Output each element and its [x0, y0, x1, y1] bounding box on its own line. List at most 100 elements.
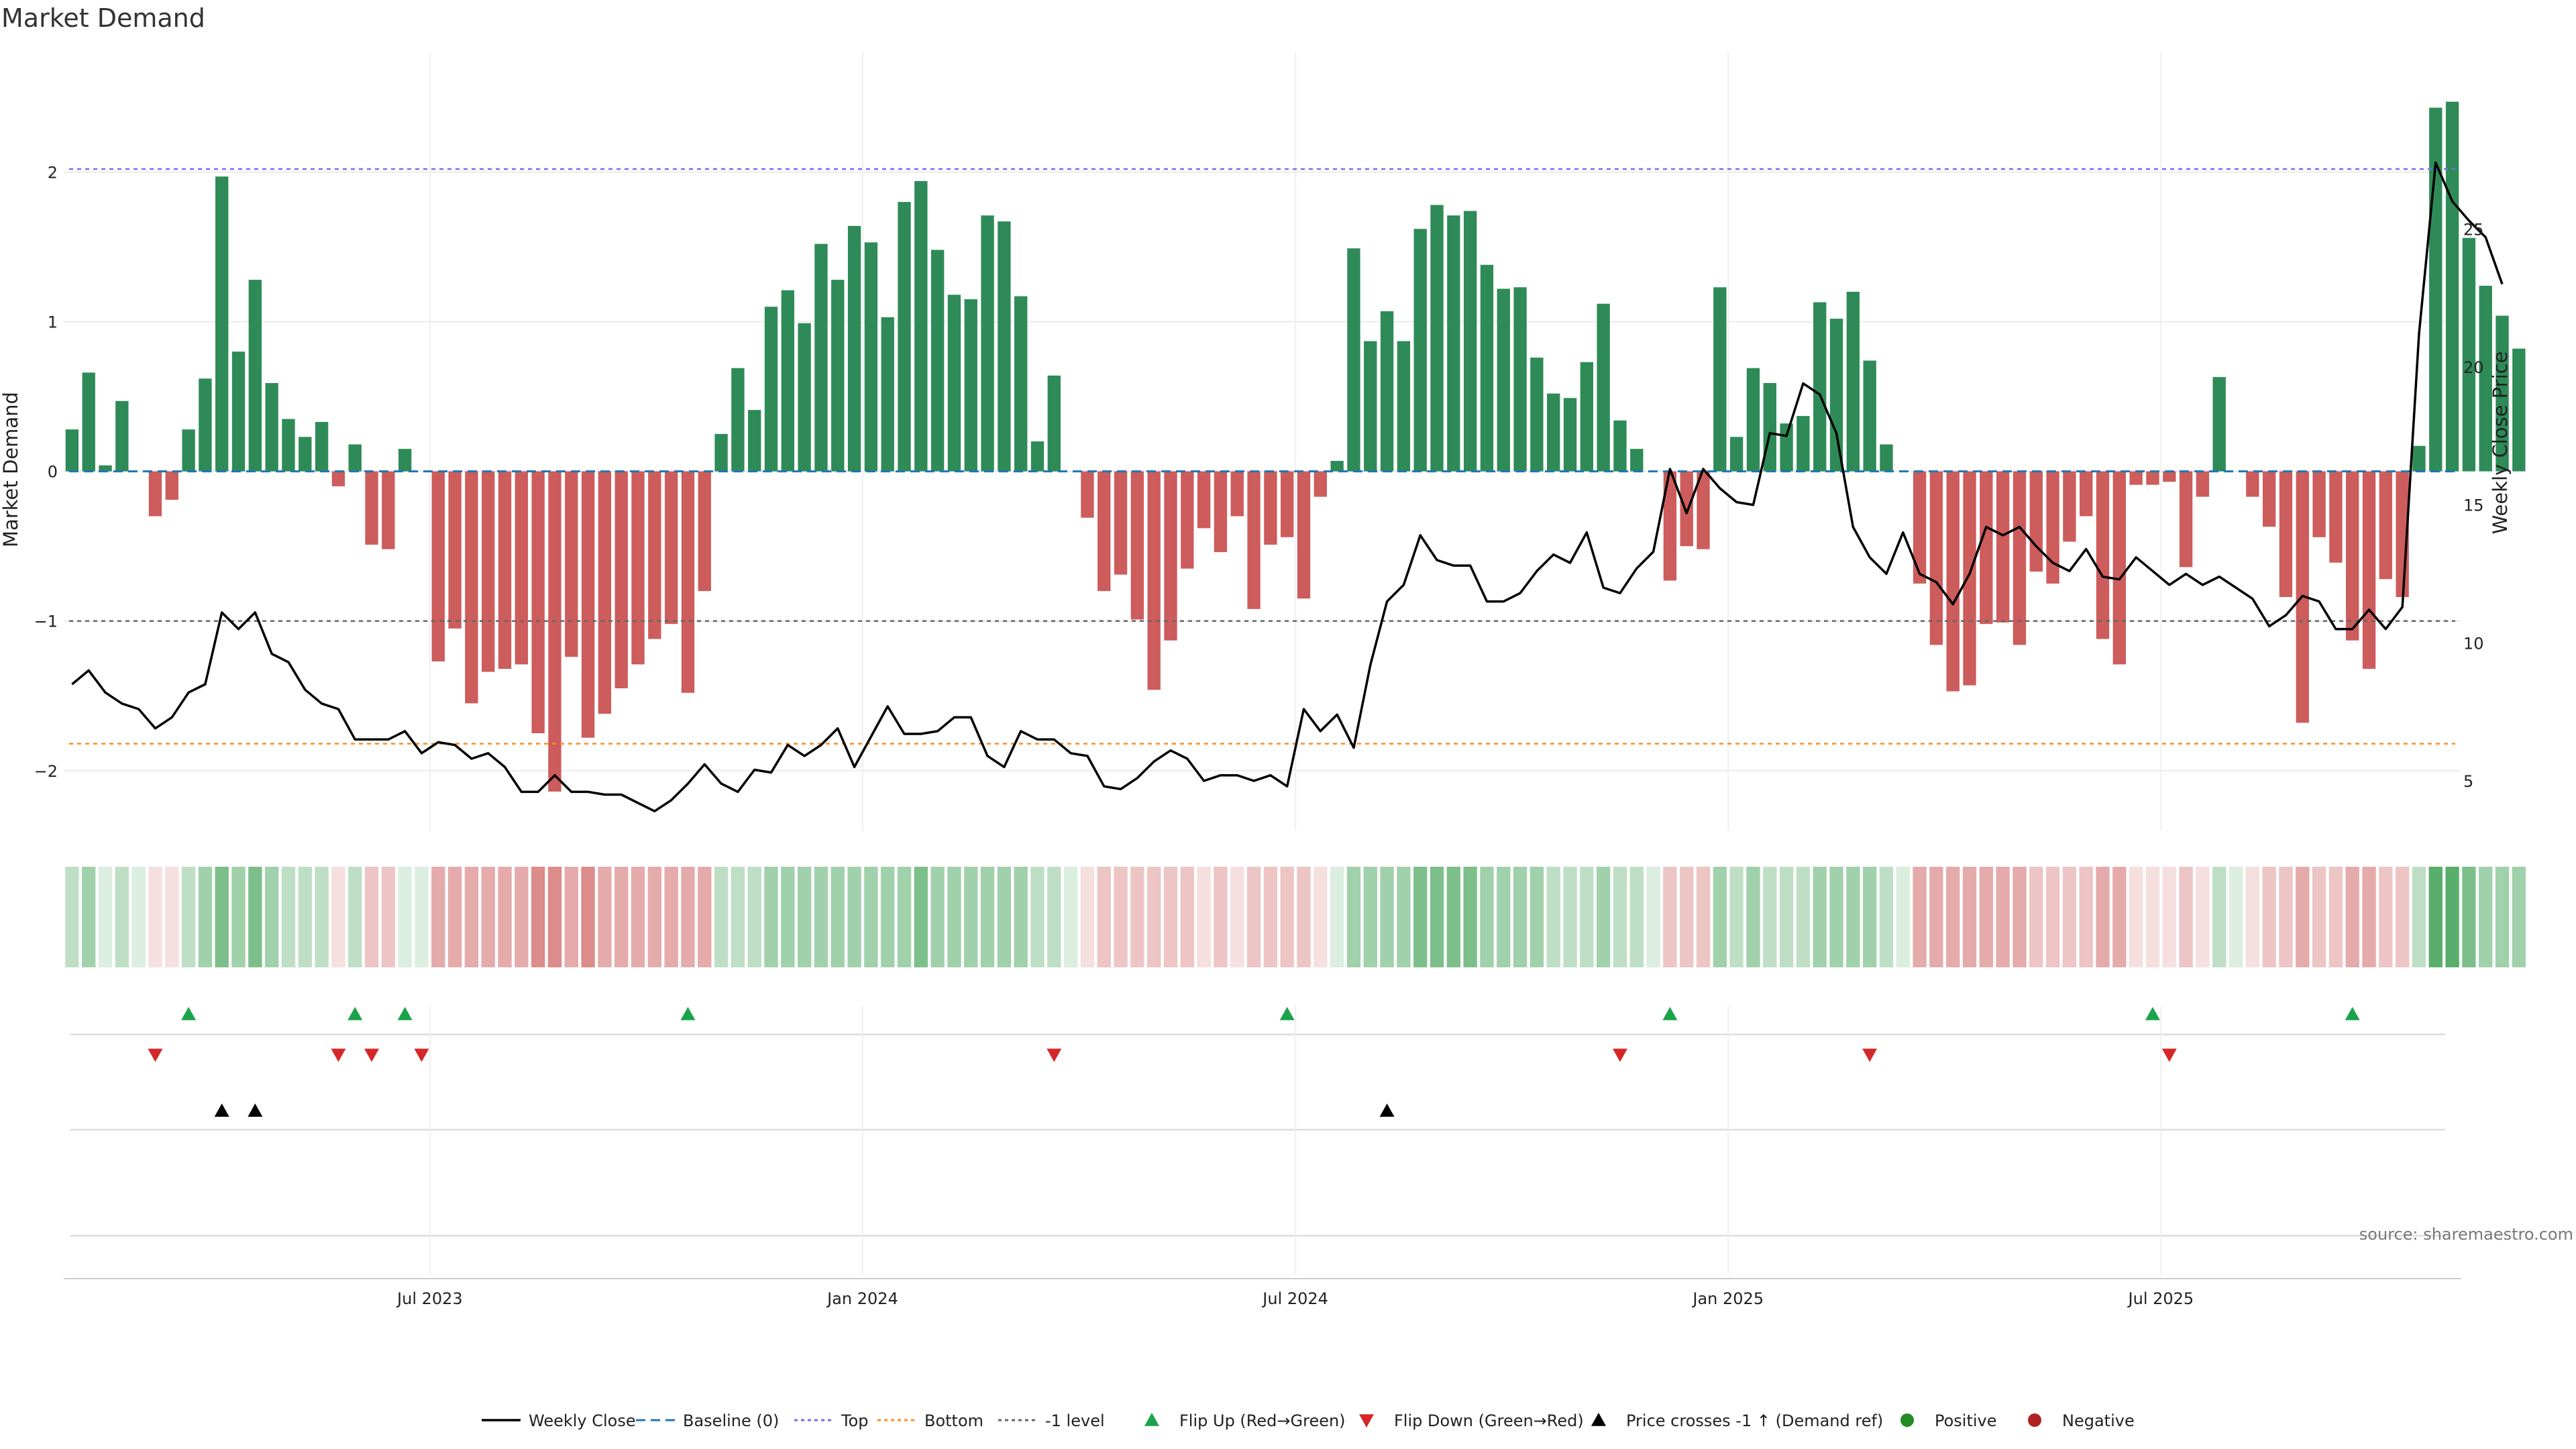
heat-cell [2196, 867, 2210, 967]
heat-cell [2395, 867, 2410, 967]
positive-bar [1330, 461, 1344, 472]
positive-bar [1630, 449, 1644, 472]
x-tick-label: Jul 2024 [1261, 1289, 1328, 1308]
negative-bar [2362, 471, 2376, 669]
heat-cell [781, 867, 795, 967]
positive-bar [898, 202, 911, 472]
positive-bar [1863, 360, 1876, 472]
positive-bar [248, 280, 262, 472]
x-tick-label: Jul 2025 [2127, 1289, 2194, 1308]
flip-up-marker [1279, 1007, 1295, 1020]
negative-bar [2312, 471, 2326, 537]
heat-cell [1529, 867, 1544, 967]
heat-cell [2229, 867, 2243, 967]
legend-label: -1 level [1045, 1411, 1105, 1430]
heat-cell [165, 867, 179, 967]
negative-bar [1147, 471, 1161, 690]
heat-cell [1313, 867, 1328, 967]
demand-bars [65, 101, 2526, 792]
heat-cell [281, 867, 296, 967]
heat-cell [1047, 867, 1061, 967]
heat-cell [2328, 867, 2343, 967]
negative-bar [2329, 471, 2343, 563]
negative-bar [548, 471, 561, 792]
heat-cell [1097, 867, 1111, 967]
positive-bar [99, 465, 112, 472]
heat-cell [1513, 867, 1527, 967]
heat-cell [881, 867, 895, 967]
heat-cell [681, 867, 695, 967]
flip-down-marker [1862, 1049, 1878, 1062]
heat-cell [1080, 867, 1095, 967]
heat-cell [348, 867, 362, 967]
positive-bar [914, 180, 928, 472]
negative-bar [531, 471, 545, 733]
heat-cell [847, 867, 861, 967]
heat-cell [1946, 867, 1960, 967]
heat-cell [1430, 867, 1444, 967]
legend-label: Price crosses -1 ↑ (Demand ref) [1626, 1411, 1883, 1430]
heat-cell [797, 867, 812, 967]
heat-cell [181, 867, 196, 967]
negative-bar [1181, 471, 1194, 569]
legend-item: -1 level [998, 1411, 1105, 1430]
legend-label: Flip Down (Green→Red) [1394, 1411, 1584, 1430]
positive-bar [2496, 315, 2509, 472]
positive-bar [1563, 398, 1577, 472]
negative-bar [1680, 471, 1693, 547]
negative-bar [448, 471, 462, 629]
heat-cell [298, 867, 312, 967]
flip-down-marker [2161, 1049, 2177, 1062]
y-tick-label: 2 [48, 163, 58, 182]
heat-cell [2345, 867, 2359, 967]
negative-bar [365, 471, 378, 545]
negative-bar [1247, 471, 1260, 609]
positive-bar [1729, 437, 1743, 472]
heat-cell [1879, 867, 1894, 967]
negative-bar [331, 471, 345, 486]
heat-cell [1497, 867, 1511, 967]
heat-cell [897, 867, 912, 967]
heat-cell [2462, 867, 2476, 967]
legend-item: Top [794, 1411, 869, 1430]
negative-bar [2129, 471, 2143, 485]
x-axis-ticks: Jul 2023 Jan 2024 Jul 2024 Jan 2025 Jul 2025 [64, 1278, 2461, 1308]
heat-cell [2245, 867, 2260, 967]
heat-cell [431, 867, 445, 967]
heat-cell [1380, 867, 1394, 967]
negative-bar [2279, 471, 2293, 597]
negative-bar [1197, 471, 1211, 529]
heat-cell [1580, 867, 1594, 967]
positive-bar [998, 221, 1011, 472]
positive-bar [82, 372, 95, 472]
negative-bar [482, 471, 495, 672]
heat-cell [1480, 867, 1494, 967]
legend-item: Positive [1900, 1411, 1997, 1430]
legend-label: Baseline (0) [683, 1411, 779, 1430]
positive-bar [2412, 445, 2426, 472]
price-cross-marker [248, 1104, 263, 1117]
heat-cell [1646, 867, 1660, 967]
positive-bar [1014, 296, 1028, 472]
legend-label: Weekly Close [529, 1411, 636, 1430]
heat-cell [1563, 867, 1577, 967]
legend-label: Negative [2062, 1411, 2135, 1430]
heat-cell [331, 867, 345, 967]
heat-cell [731, 867, 745, 967]
chart-title: Market Demand [1, 3, 205, 33]
flip-down-marker [1046, 1049, 1062, 1062]
legend-label: Positive [1935, 1411, 1997, 1430]
heat-cell [1713, 867, 1727, 967]
legend-item: Flip Down (Green→Red) [1359, 1411, 1584, 1430]
heat-cell [1346, 867, 1361, 967]
heat-cell [2279, 867, 2293, 967]
heat-cell [498, 867, 512, 967]
main-gridlines [64, 52, 2461, 830]
negative-bar [648, 471, 661, 639]
heat-cell [2012, 867, 2027, 967]
negative-bar [498, 471, 512, 669]
left-y-axis-ticks: −2 −1 0 1 2 [34, 163, 58, 780]
positive-bar [1397, 341, 1411, 472]
heat-cell [1063, 867, 1078, 967]
heat-cell [2212, 867, 2226, 967]
